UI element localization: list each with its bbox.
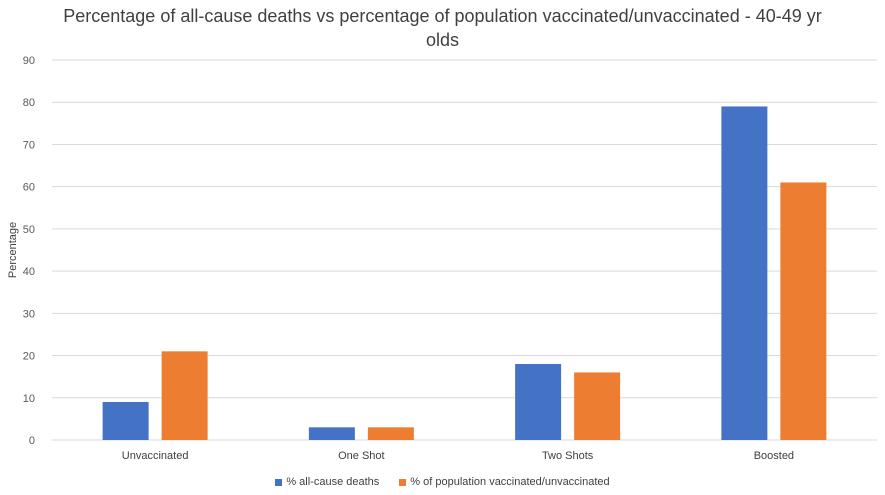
bar: [102, 402, 149, 440]
y-tick-label: 40: [23, 266, 35, 278]
bar: [308, 427, 355, 440]
chart-title-line-1: Percentage of all-cause deaths vs percen…: [63, 6, 822, 26]
bar: [515, 364, 562, 440]
x-category-label: Unvaccinated: [122, 450, 189, 462]
legend-entry: % all-cause deaths: [275, 476, 379, 488]
bar: [367, 427, 414, 440]
y-axis-label: Percentage: [7, 222, 19, 278]
y-tick-label: 30: [23, 308, 35, 320]
legend-entry: % of population vaccinated/unvaccinated: [399, 476, 610, 488]
legend-swatch: [275, 478, 283, 486]
x-category-label: Boosted: [754, 450, 794, 462]
y-tick-label: 60: [23, 182, 35, 194]
bar: [161, 351, 208, 440]
chart-legend: % all-cause deaths % of population vaccin…: [0, 476, 885, 489]
y-tick-label: 20: [23, 351, 35, 363]
chart-title: Percentage of all-cause deaths vs percen…: [0, 4, 885, 52]
bar: [721, 106, 768, 440]
y-tick-label: 50: [23, 224, 35, 236]
bar: [780, 182, 827, 440]
legend-label: % all-cause deaths: [286, 476, 380, 488]
y-tick-label: 70: [23, 139, 35, 151]
y-tick-label: 80: [23, 97, 35, 109]
y-tick-label: 90: [23, 55, 35, 67]
legend-label: % of population vaccinated/unvaccinated: [410, 476, 610, 488]
y-tick-label: 0: [29, 435, 35, 447]
y-tick-label: 10: [23, 393, 35, 405]
x-category-label: Two Shots: [542, 450, 594, 462]
bar: [574, 372, 621, 440]
bar-chart: 0 10 20 30 40 50 60 70 80 90 Percentage Unvaccinate…: [7, 55, 877, 462]
x-category-label: One Shot: [338, 450, 384, 462]
chart-title-line-2: olds: [425, 30, 460, 50]
legend-swatch: [399, 478, 407, 486]
